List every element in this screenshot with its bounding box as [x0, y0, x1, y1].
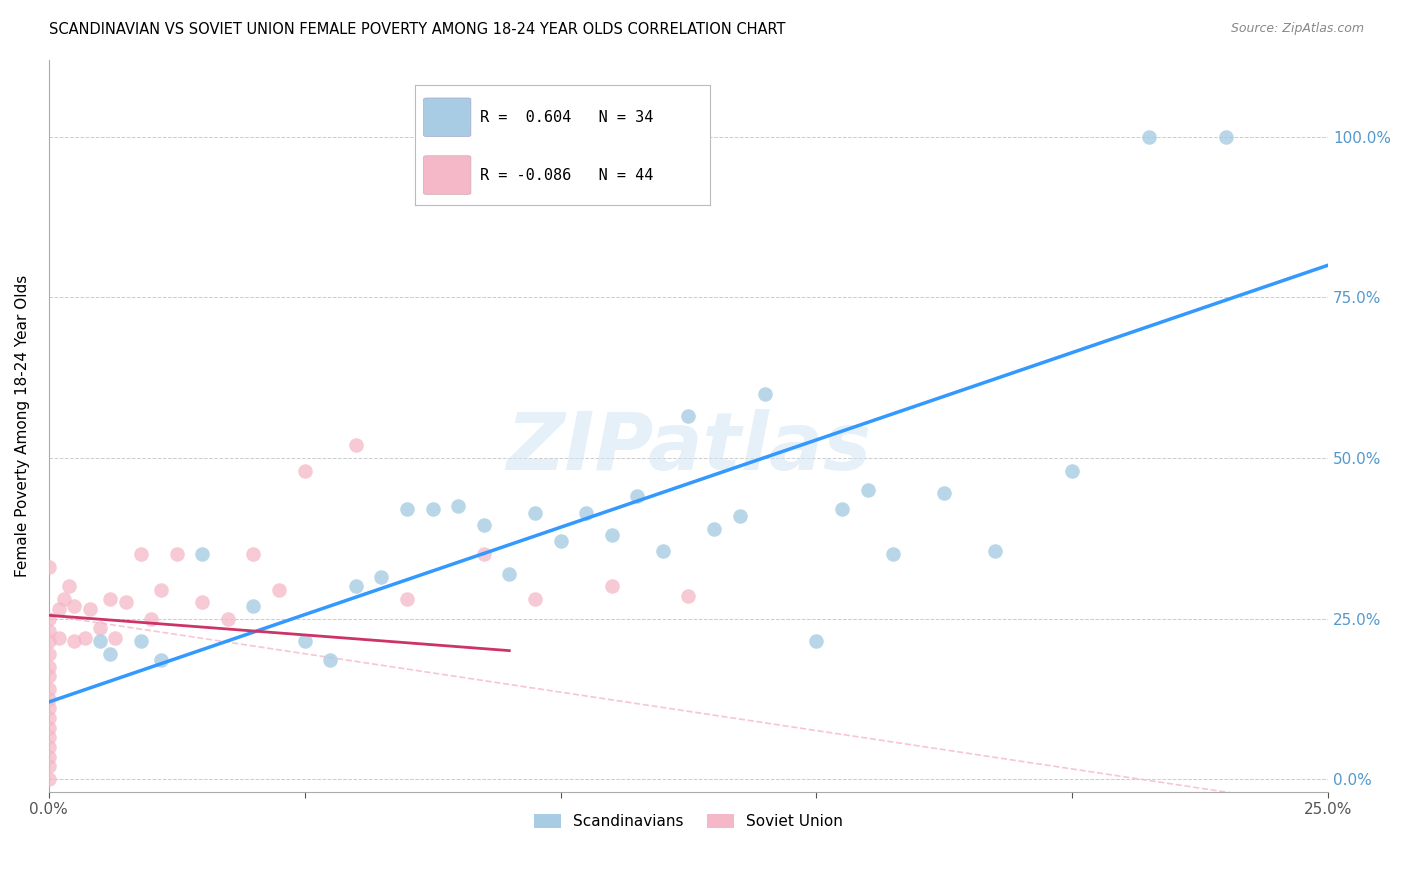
Point [575, 506, 598, 520]
Point [344, 579, 367, 593]
Point [600, 528, 623, 542]
Point [38, 731, 60, 745]
Point [626, 490, 648, 504]
Point [703, 522, 725, 536]
Point [678, 409, 700, 424]
Point [395, 592, 418, 607]
Point [38, 711, 60, 725]
Point [150, 582, 173, 597]
FancyBboxPatch shape [423, 156, 471, 194]
Point [523, 592, 546, 607]
Point [38, 739, 60, 754]
Point [150, 653, 173, 667]
Legend: Scandinavians, Soviet Union: Scandinavians, Soviet Union [527, 808, 849, 836]
Point [728, 508, 751, 523]
Point [934, 486, 956, 500]
Point [498, 566, 520, 581]
Point [600, 579, 623, 593]
Point [98, 592, 121, 607]
Point [166, 547, 188, 561]
Point [678, 589, 700, 603]
Text: R = -0.086   N = 44: R = -0.086 N = 44 [479, 168, 654, 183]
Point [79, 602, 101, 616]
Point [38, 682, 60, 697]
Point [38, 701, 60, 715]
Point [1137, 129, 1160, 144]
Point [38, 634, 60, 648]
Point [806, 634, 828, 648]
Point [191, 547, 214, 561]
Point [129, 547, 152, 561]
Point [754, 386, 776, 401]
Point [651, 544, 673, 558]
Text: Source: ZipAtlas.com: Source: ZipAtlas.com [1230, 22, 1364, 36]
Point [1215, 129, 1237, 144]
Point [395, 502, 418, 516]
Point [472, 547, 495, 561]
Point [63, 634, 86, 648]
Point [38, 647, 60, 661]
Point [831, 502, 853, 516]
Point [191, 595, 214, 609]
Point [38, 749, 60, 764]
Point [98, 647, 121, 661]
Point [114, 595, 136, 609]
Point [370, 570, 392, 584]
Point [294, 464, 316, 478]
FancyBboxPatch shape [423, 98, 471, 136]
Point [550, 534, 572, 549]
Point [344, 438, 367, 452]
Point [319, 653, 342, 667]
Text: R =  0.604   N = 34: R = 0.604 N = 34 [479, 110, 654, 125]
Point [48, 602, 70, 616]
Point [38, 721, 60, 735]
Point [882, 547, 904, 561]
Point [38, 669, 60, 683]
Point [73, 631, 96, 645]
Point [267, 582, 290, 597]
Text: SCANDINAVIAN VS SOVIET UNION FEMALE POVERTY AMONG 18-24 YEAR OLDS CORRELATION CH: SCANDINAVIAN VS SOVIET UNION FEMALE POVE… [49, 22, 786, 37]
Y-axis label: Female Poverty Among 18-24 Year Olds: Female Poverty Among 18-24 Year Olds [15, 275, 30, 577]
Point [38, 759, 60, 773]
Point [1062, 464, 1084, 478]
Point [58, 579, 80, 593]
Point [38, 560, 60, 574]
Point [63, 599, 86, 613]
Text: ZIPatlas: ZIPatlas [506, 409, 870, 487]
Point [89, 634, 111, 648]
Point [38, 624, 60, 639]
Point [217, 611, 239, 625]
Point [48, 631, 70, 645]
Point [856, 483, 879, 497]
Point [294, 634, 316, 648]
Point [38, 659, 60, 673]
Point [38, 691, 60, 706]
Point [242, 547, 264, 561]
Point [104, 631, 127, 645]
Point [38, 772, 60, 786]
Point [129, 634, 152, 648]
Point [472, 518, 495, 533]
Point [38, 611, 60, 625]
Point [242, 599, 264, 613]
Point [422, 502, 444, 516]
Point [53, 592, 76, 607]
Point [139, 611, 162, 625]
Point [523, 506, 546, 520]
Point [447, 499, 470, 513]
Point [89, 621, 111, 635]
Point [984, 544, 1007, 558]
